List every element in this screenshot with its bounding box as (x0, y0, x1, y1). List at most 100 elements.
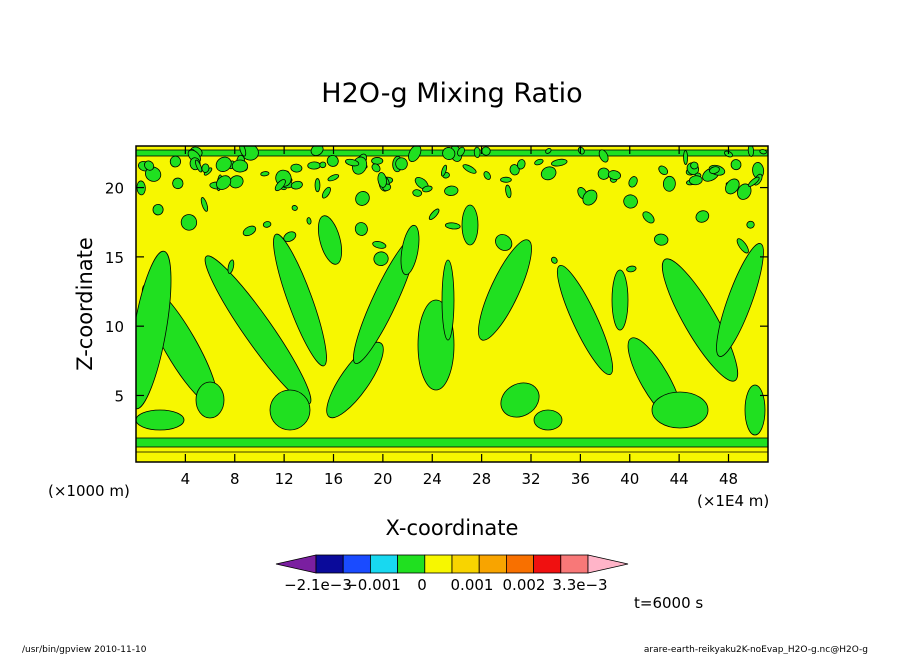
contour-patch (442, 147, 456, 160)
contour-patch (461, 204, 479, 246)
colorbar-label: 3.3e−3 (552, 576, 607, 594)
footer-right: arare-earth-reikyaku2K-noEvap_H2O-g.nc@H… (644, 645, 868, 654)
contour-patch (440, 164, 448, 177)
contour-patch (725, 178, 740, 195)
contour-patch (505, 184, 512, 199)
contour-patch (169, 155, 182, 168)
colorbar-swatch (533, 554, 562, 574)
contour-patch (215, 156, 232, 172)
contour-patch (582, 189, 598, 206)
contour-patch (283, 231, 297, 243)
time-label: t=6000 s (634, 594, 703, 612)
contour-patch (306, 217, 312, 225)
contour-patch (534, 158, 544, 166)
contour-patch (373, 251, 389, 266)
y-axis-label: Z-coordinate (73, 237, 97, 371)
x-axis-label: X-coordinate (386, 516, 519, 540)
x-tick-label: 24 (423, 470, 442, 488)
colorbar-end-right (587, 554, 629, 574)
x-tick-label: 16 (324, 470, 343, 488)
contour-patch (759, 149, 767, 155)
contour-patch (540, 166, 557, 181)
contour-patch (658, 165, 669, 176)
contour-patch (607, 170, 622, 180)
contour-patch (662, 175, 676, 192)
contour-patch (598, 149, 609, 163)
contour-patch (495, 234, 513, 251)
colorbar-labels: −2.1e−3 −0.001 0 0.001 0.002 3.3e−3 (284, 576, 607, 594)
contour-patch (372, 241, 387, 249)
contour-patch (227, 259, 235, 274)
colorbar-label: 0.002 (503, 576, 546, 594)
contour-patch (239, 146, 247, 157)
contour-patch (317, 215, 343, 265)
contour-patch (736, 238, 749, 254)
plot-frame (135, 145, 769, 463)
x-tick-label: 40 (620, 470, 639, 488)
colorbar (275, 554, 629, 574)
mixing-ratio-contours (136, 146, 768, 453)
contour-patch (723, 150, 734, 158)
y-tick-label: 10 (105, 318, 124, 336)
contour-patch (457, 146, 465, 157)
contour-patch (623, 194, 638, 209)
contour-patch (195, 159, 203, 173)
contour-patch (290, 163, 303, 173)
contour-patch (516, 159, 526, 170)
y-tick-label: 15 (105, 249, 124, 267)
contour-patch (444, 222, 461, 230)
contour-patch (557, 264, 613, 376)
contour-patch (473, 146, 481, 159)
x-tick-label: 44 (670, 470, 689, 488)
contour-patch (395, 157, 408, 171)
contour-patch (500, 382, 540, 418)
x-unit-right: (×1E4 m) (697, 492, 769, 510)
contour-patch (642, 211, 655, 224)
contour-patch (683, 150, 688, 165)
chart-title: H2O-g Mixing Ratio (321, 78, 582, 109)
colorbar-swatch (451, 554, 480, 574)
contour-patch (371, 157, 384, 165)
contour-patch (345, 158, 360, 167)
colorbar-swatch (397, 554, 426, 574)
colorbar-swatch (315, 554, 344, 574)
colorbar-swatch (478, 554, 507, 574)
contour-patch (651, 391, 709, 429)
contour-patch (321, 186, 331, 199)
contour-patch (307, 161, 321, 170)
contour-patch (180, 214, 198, 231)
contour-patch (533, 409, 563, 431)
contour-patch (326, 341, 384, 419)
contour-patch (262, 221, 272, 228)
contour-patch (500, 176, 512, 183)
contour-patch (172, 177, 184, 190)
contour-patch (216, 175, 232, 190)
x-tick-label: 48 (719, 470, 738, 488)
contour-patch (408, 146, 422, 162)
contour-patch (269, 389, 311, 431)
contour-patch (291, 205, 298, 211)
colorbar-swatch (369, 554, 398, 574)
contour-patch (441, 259, 455, 341)
contour-patch (314, 178, 321, 193)
x-unit-left: (×1000 m) (48, 482, 130, 500)
contour-patch (654, 233, 669, 246)
contour-patch (377, 172, 387, 188)
contour-patch (483, 171, 491, 180)
contour-patch (354, 222, 368, 236)
footer-left: /usr/bin/gpview 2010-11-10 (22, 645, 147, 654)
x-tick-label: 36 (571, 470, 590, 488)
contour-patch (626, 265, 637, 273)
contour-patch (200, 197, 209, 212)
contour-patch (551, 158, 568, 167)
contour-patch (152, 203, 164, 216)
colorbar-label: −0.001 (345, 576, 401, 594)
contour-patch (716, 243, 764, 357)
contour-patch (428, 208, 440, 220)
contour-patch (688, 175, 703, 186)
contour-patch (746, 220, 755, 229)
contour-patch (744, 384, 766, 436)
contour-patch (144, 160, 155, 171)
contour-patch (231, 159, 249, 173)
